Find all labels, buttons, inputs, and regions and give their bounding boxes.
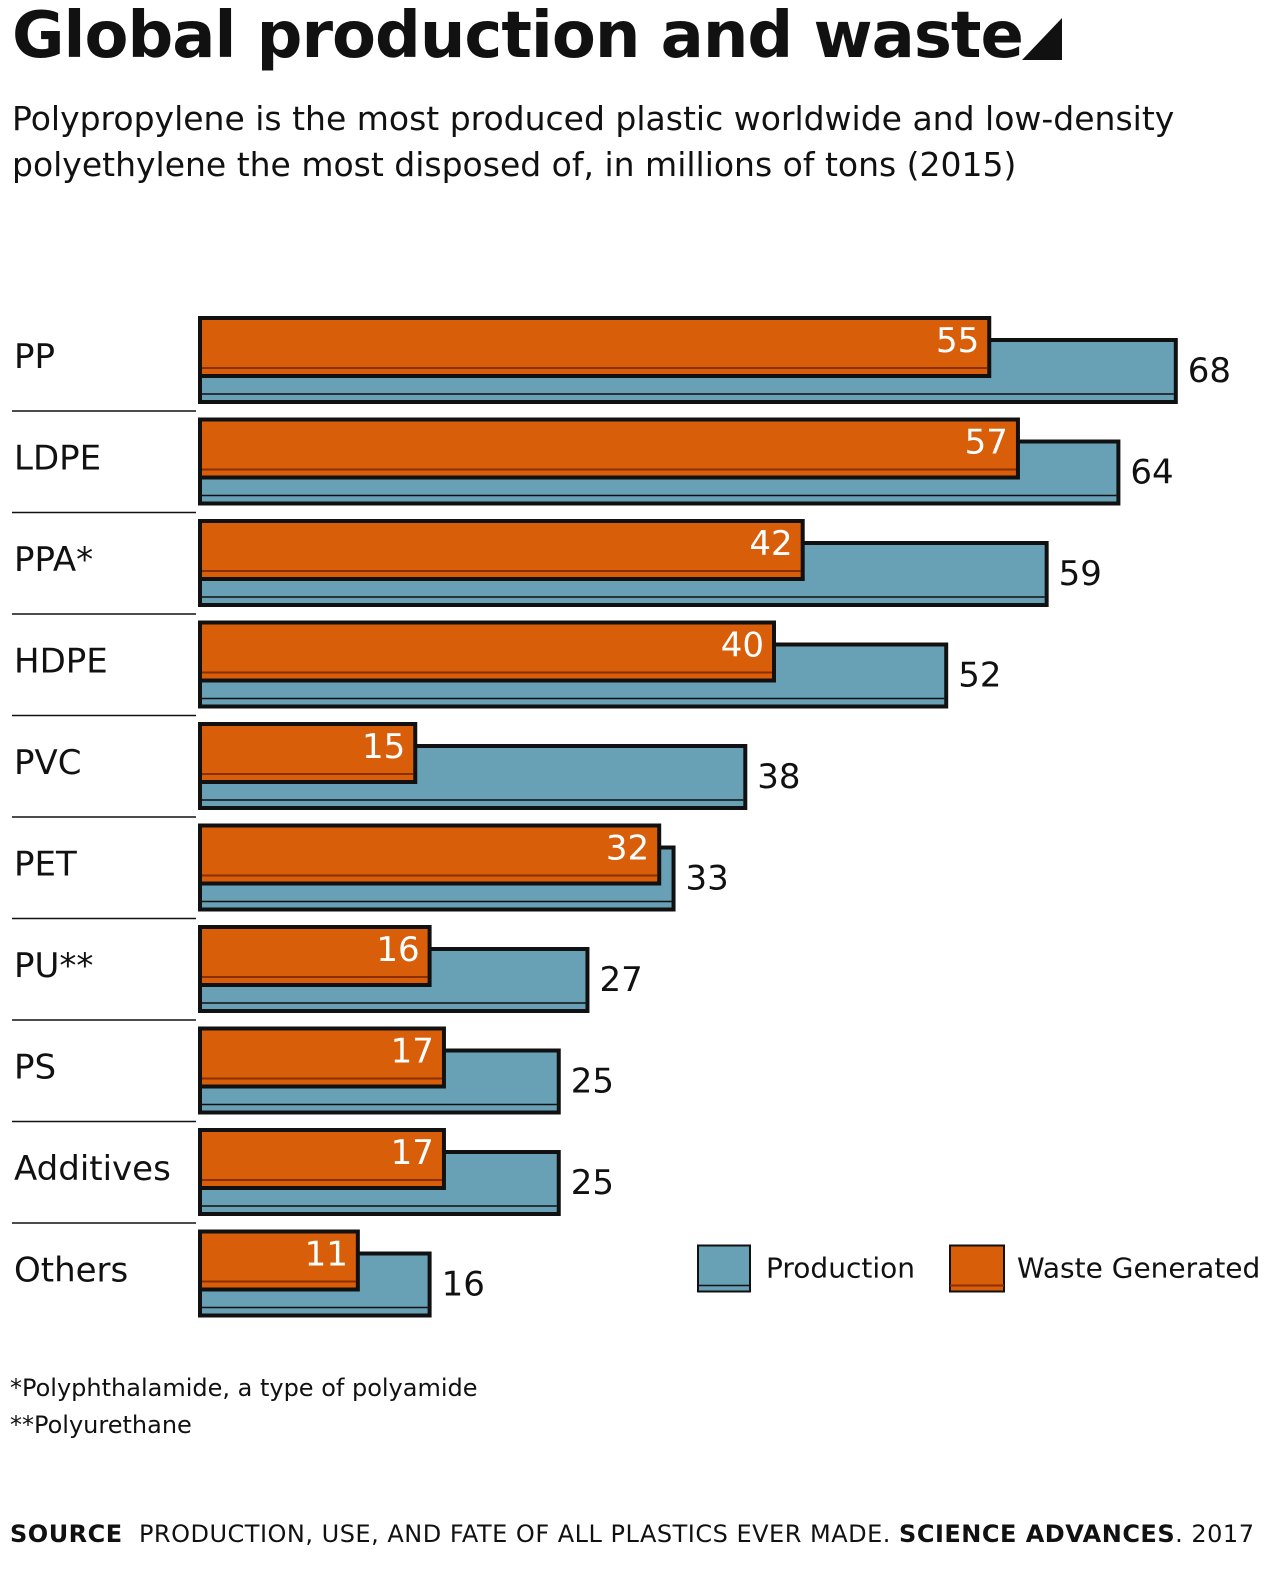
production-value-ps: 25 (571, 1062, 614, 1102)
waste-value-pet: 32 (606, 829, 649, 869)
production-value-additives: 25 (571, 1163, 614, 1203)
footnotes: *Polyphthalamide, a type of polyamide **… (10, 1370, 478, 1444)
category-label-others: Others (14, 1251, 128, 1291)
title-row: Global production and waste (0, 0, 1267, 80)
waste-bar-ps (198, 1026, 446, 1089)
legend-swatch-production (697, 1244, 751, 1293)
triangle-icon (1022, 18, 1062, 60)
waste-bar-hdpe (198, 620, 776, 683)
source-publication: SCIENCE ADVANCES (899, 1520, 1176, 1548)
waste-bar-additives (198, 1128, 446, 1190)
category-label-additives: Additives (14, 1149, 171, 1189)
category-label-pvc: PVC (14, 743, 82, 783)
category-label-ldpe: LDPE (14, 439, 101, 479)
waste-bar-others (198, 1229, 360, 1292)
legend-label-waste: Waste Generated (1017, 1252, 1260, 1285)
source-year: . 2017 (1175, 1520, 1255, 1548)
waste-value-pu: 16 (376, 930, 419, 970)
source-text: PRODUCTION, USE, AND FATE OF ALL PLASTIC… (138, 1520, 891, 1548)
chart-title: Global production and waste (12, 0, 1024, 73)
waste-bar-pu (198, 925, 432, 987)
category-label-pu: PU** (14, 946, 93, 986)
category-label-pp: PP (14, 337, 55, 377)
waste-value-hdpe: 40 (721, 626, 764, 666)
category-label-ppa: PPA* (14, 540, 93, 580)
source-line: SOURCE PRODUCTION, USE, AND FATE OF ALL … (10, 1520, 1254, 1548)
waste-bar-pvc (198, 722, 418, 784)
waste-bar-pp (198, 316, 992, 378)
production-value-pu: 27 (599, 960, 642, 1000)
legend-swatch-waste (949, 1244, 1005, 1293)
category-label-ps: PS (14, 1048, 56, 1088)
footnote-pu: **Polyurethane (10, 1411, 192, 1439)
waste-bar-pet (198, 823, 662, 886)
category-label-hdpe: HDPE (14, 642, 108, 682)
waste-value-pp: 55 (936, 321, 979, 361)
waste-value-others: 11 (305, 1235, 348, 1275)
source-label: SOURCE (10, 1520, 123, 1548)
production-value-ppa: 59 (1059, 554, 1102, 594)
footnote-ppa: *Polyphthalamide, a type of polyamide (10, 1374, 478, 1402)
waste-value-ps: 17 (391, 1032, 434, 1072)
production-value-pp: 68 (1188, 351, 1231, 391)
production-value-pet: 33 (686, 859, 729, 899)
category-label-pet: PET (14, 845, 77, 885)
waste-bar-ppa (198, 519, 805, 581)
bar-chart: PP 68 55 LDPE 64 57 PPA* 59 42 HDPE 52 40 PVC 38 15 PET… (12, 316, 1260, 1318)
production-value-others: 16 (442, 1265, 485, 1305)
waste-value-ppa: 42 (749, 524, 792, 564)
waste-bar-ldpe (198, 417, 1020, 480)
legend-label-production: Production (766, 1252, 915, 1285)
chart-subtitle: Polypropylene is the most produced plast… (12, 99, 1175, 184)
production-value-ldpe: 64 (1130, 453, 1173, 493)
waste-value-ldpe: 57 (965, 423, 1008, 463)
waste-value-pvc: 15 (362, 727, 405, 767)
production-value-pvc: 38 (757, 757, 800, 797)
production-value-hdpe: 52 (958, 656, 1001, 696)
waste-value-additives: 17 (391, 1133, 434, 1173)
